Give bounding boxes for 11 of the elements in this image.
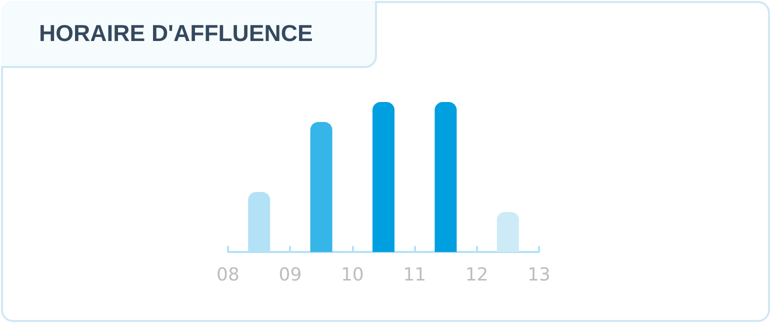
bar [434,102,457,252]
x-tick-label: 10 [340,264,364,286]
chart-title: HORAIRE D'AFFLUENCE [39,20,313,47]
bar [372,102,394,252]
bar [496,212,519,252]
x-tick-label: 11 [403,264,426,286]
x-tick-label: 12 [465,264,488,286]
x-tick-label: 08 [216,264,240,286]
x-tick-label: 09 [278,264,302,286]
x-tick-label: 13 [528,264,550,286]
bar [310,122,332,252]
